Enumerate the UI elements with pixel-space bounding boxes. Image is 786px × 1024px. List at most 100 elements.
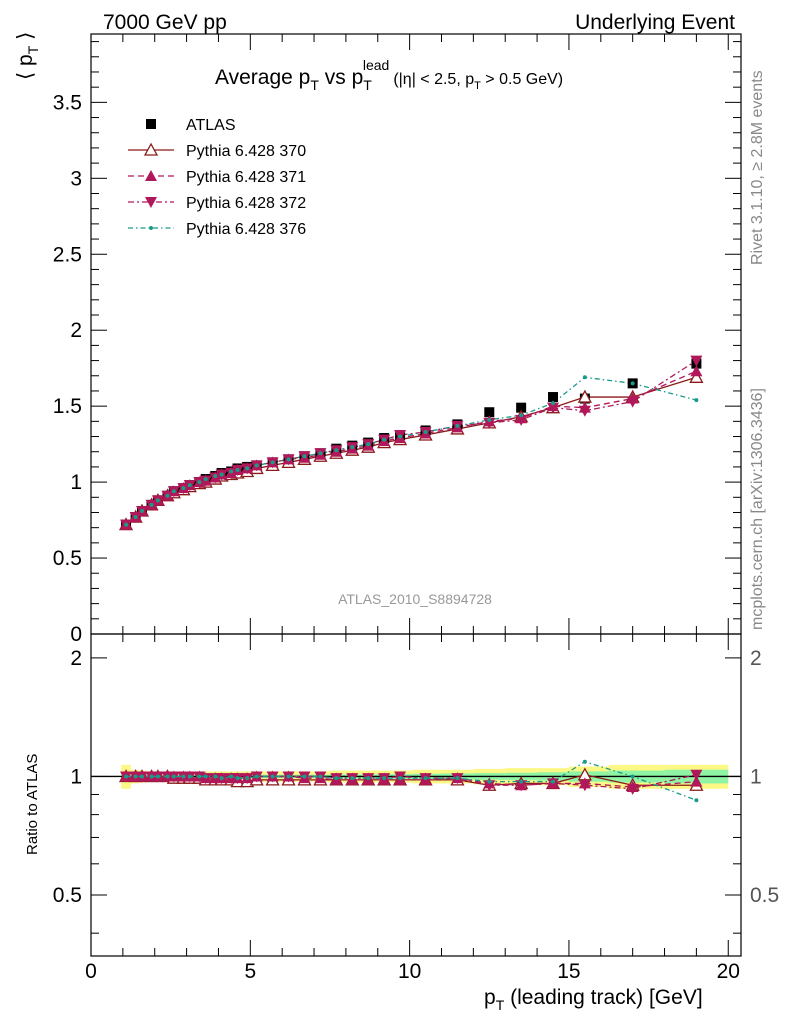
mc-point [515,414,528,426]
ratio-point [133,774,138,779]
ratio-point [551,779,556,784]
mc-point [455,423,460,428]
series-line [125,370,697,526]
mc-point [483,417,496,429]
legend-label: Pythia 6.428 372 [186,195,306,212]
ratio-point [286,774,291,779]
ratio-point [149,774,154,779]
mc-point [366,442,371,447]
ratio-point [254,774,259,779]
mc-point [334,448,339,453]
ratio-point [270,774,275,779]
ratio-y-tick-label-right: 1 [750,765,762,788]
ratio-point [519,779,524,784]
mc-point [487,417,492,422]
ratio-point [219,776,224,781]
ratio-point [515,780,528,792]
mc-point [254,463,259,468]
mc-point [286,457,291,462]
mc-point [630,381,635,386]
ratio-point [630,774,635,779]
legend-marker [143,142,159,156]
ratio-point [318,774,323,779]
legend-marker [145,170,157,181]
plot-title: Average pT vs pTlead(|η| < 2.5, pT > 0.5… [215,57,563,93]
main-series-layer [118,355,704,531]
legend-marker [149,226,153,230]
mc-point [181,486,186,491]
mc-point [690,355,703,367]
mc-point [245,466,250,471]
energy-label: 7000 GeV pp [103,11,227,34]
y-axis-label: ⟨ pT ⟩ [14,32,41,80]
ratio-point [582,759,587,764]
ratio-y-tick-label: 2 [70,647,82,670]
legend: ATLAS Pythia 6.428 370 Pythia 6.428 371 Pyt… [128,117,306,238]
mc-point [225,467,238,479]
ratio-series-line [126,761,697,801]
rivet-label: Rivet 3.1.10, ≥ 2.8M events [749,70,766,265]
axes-layer: 0 5 10 15 20 0 0.5 1 1.5 2 2.5 3 3.5 0.5 0.5 1 1 2 2 [53,34,779,983]
ratio-point [690,775,703,787]
mc-point [350,445,355,450]
mc-point [382,437,387,442]
ratio-point [213,774,218,779]
series-line [125,360,697,526]
mc-point [209,472,222,484]
ratio-point [181,774,186,779]
mcplots-label: mcplots.cern.ch [arXiv:1306.3436] [749,388,766,630]
ratio-point [235,776,240,781]
legend-label: Pythia 6.428 376 [186,221,306,238]
mc-point [139,508,144,513]
ratio-point [578,780,591,792]
y-tick-label: 1 [70,471,82,494]
mc-point [155,498,160,503]
mc-point [235,467,240,472]
series-line [125,376,697,526]
ratio-point [124,774,129,779]
ratio-y-tick-label: 1 [70,765,82,788]
mc-point [229,469,234,474]
mc-point [124,522,129,527]
mc-point [398,434,403,439]
ratio-point [187,774,192,779]
ratio-y-axis-label: Ratio to ATLAS [24,754,41,855]
ratio-point [366,776,371,781]
y-tick-label: 3.5 [53,91,82,114]
mc-point [690,365,703,377]
mc-point [318,451,323,456]
y-tick-label: 0 [70,623,82,646]
ratio-point [171,774,176,779]
analysis-label: Underlying Event [575,11,735,34]
series-line [125,376,697,526]
ratio-point [155,774,160,779]
x-tick-label: 0 [85,960,97,983]
x-axis-label: pT (leading track) [GeV] [484,986,703,1013]
mc-point [694,398,699,403]
mc-point [423,429,428,434]
ratio-point [483,780,496,792]
mc-point [199,475,212,487]
mc-point [133,515,138,520]
mc-point [171,489,176,494]
y-tick-label: 1.5 [53,395,82,418]
ratio-point [455,776,460,781]
mc-point [551,401,556,406]
mc-point [197,480,202,485]
legend-marker-atlas [146,119,156,129]
legend-label: Pythia 6.428 371 [186,169,306,186]
ratio-panel-frame [90,633,742,957]
ratio-point [382,776,387,781]
ratio-point [398,776,403,781]
x-tick-label: 15 [557,960,580,983]
ratio-y-tick-label-right: 0.5 [750,884,779,907]
y-tick-label: 0.5 [53,547,82,570]
mc-point [149,502,154,507]
ratio-y-tick-label-right: 2 [750,647,762,670]
mc-point [203,477,208,482]
ratio-point [690,769,703,781]
legend-marker [145,197,157,208]
ratio-point [350,776,355,781]
ratio-point [245,776,250,781]
mc-point [219,472,224,477]
